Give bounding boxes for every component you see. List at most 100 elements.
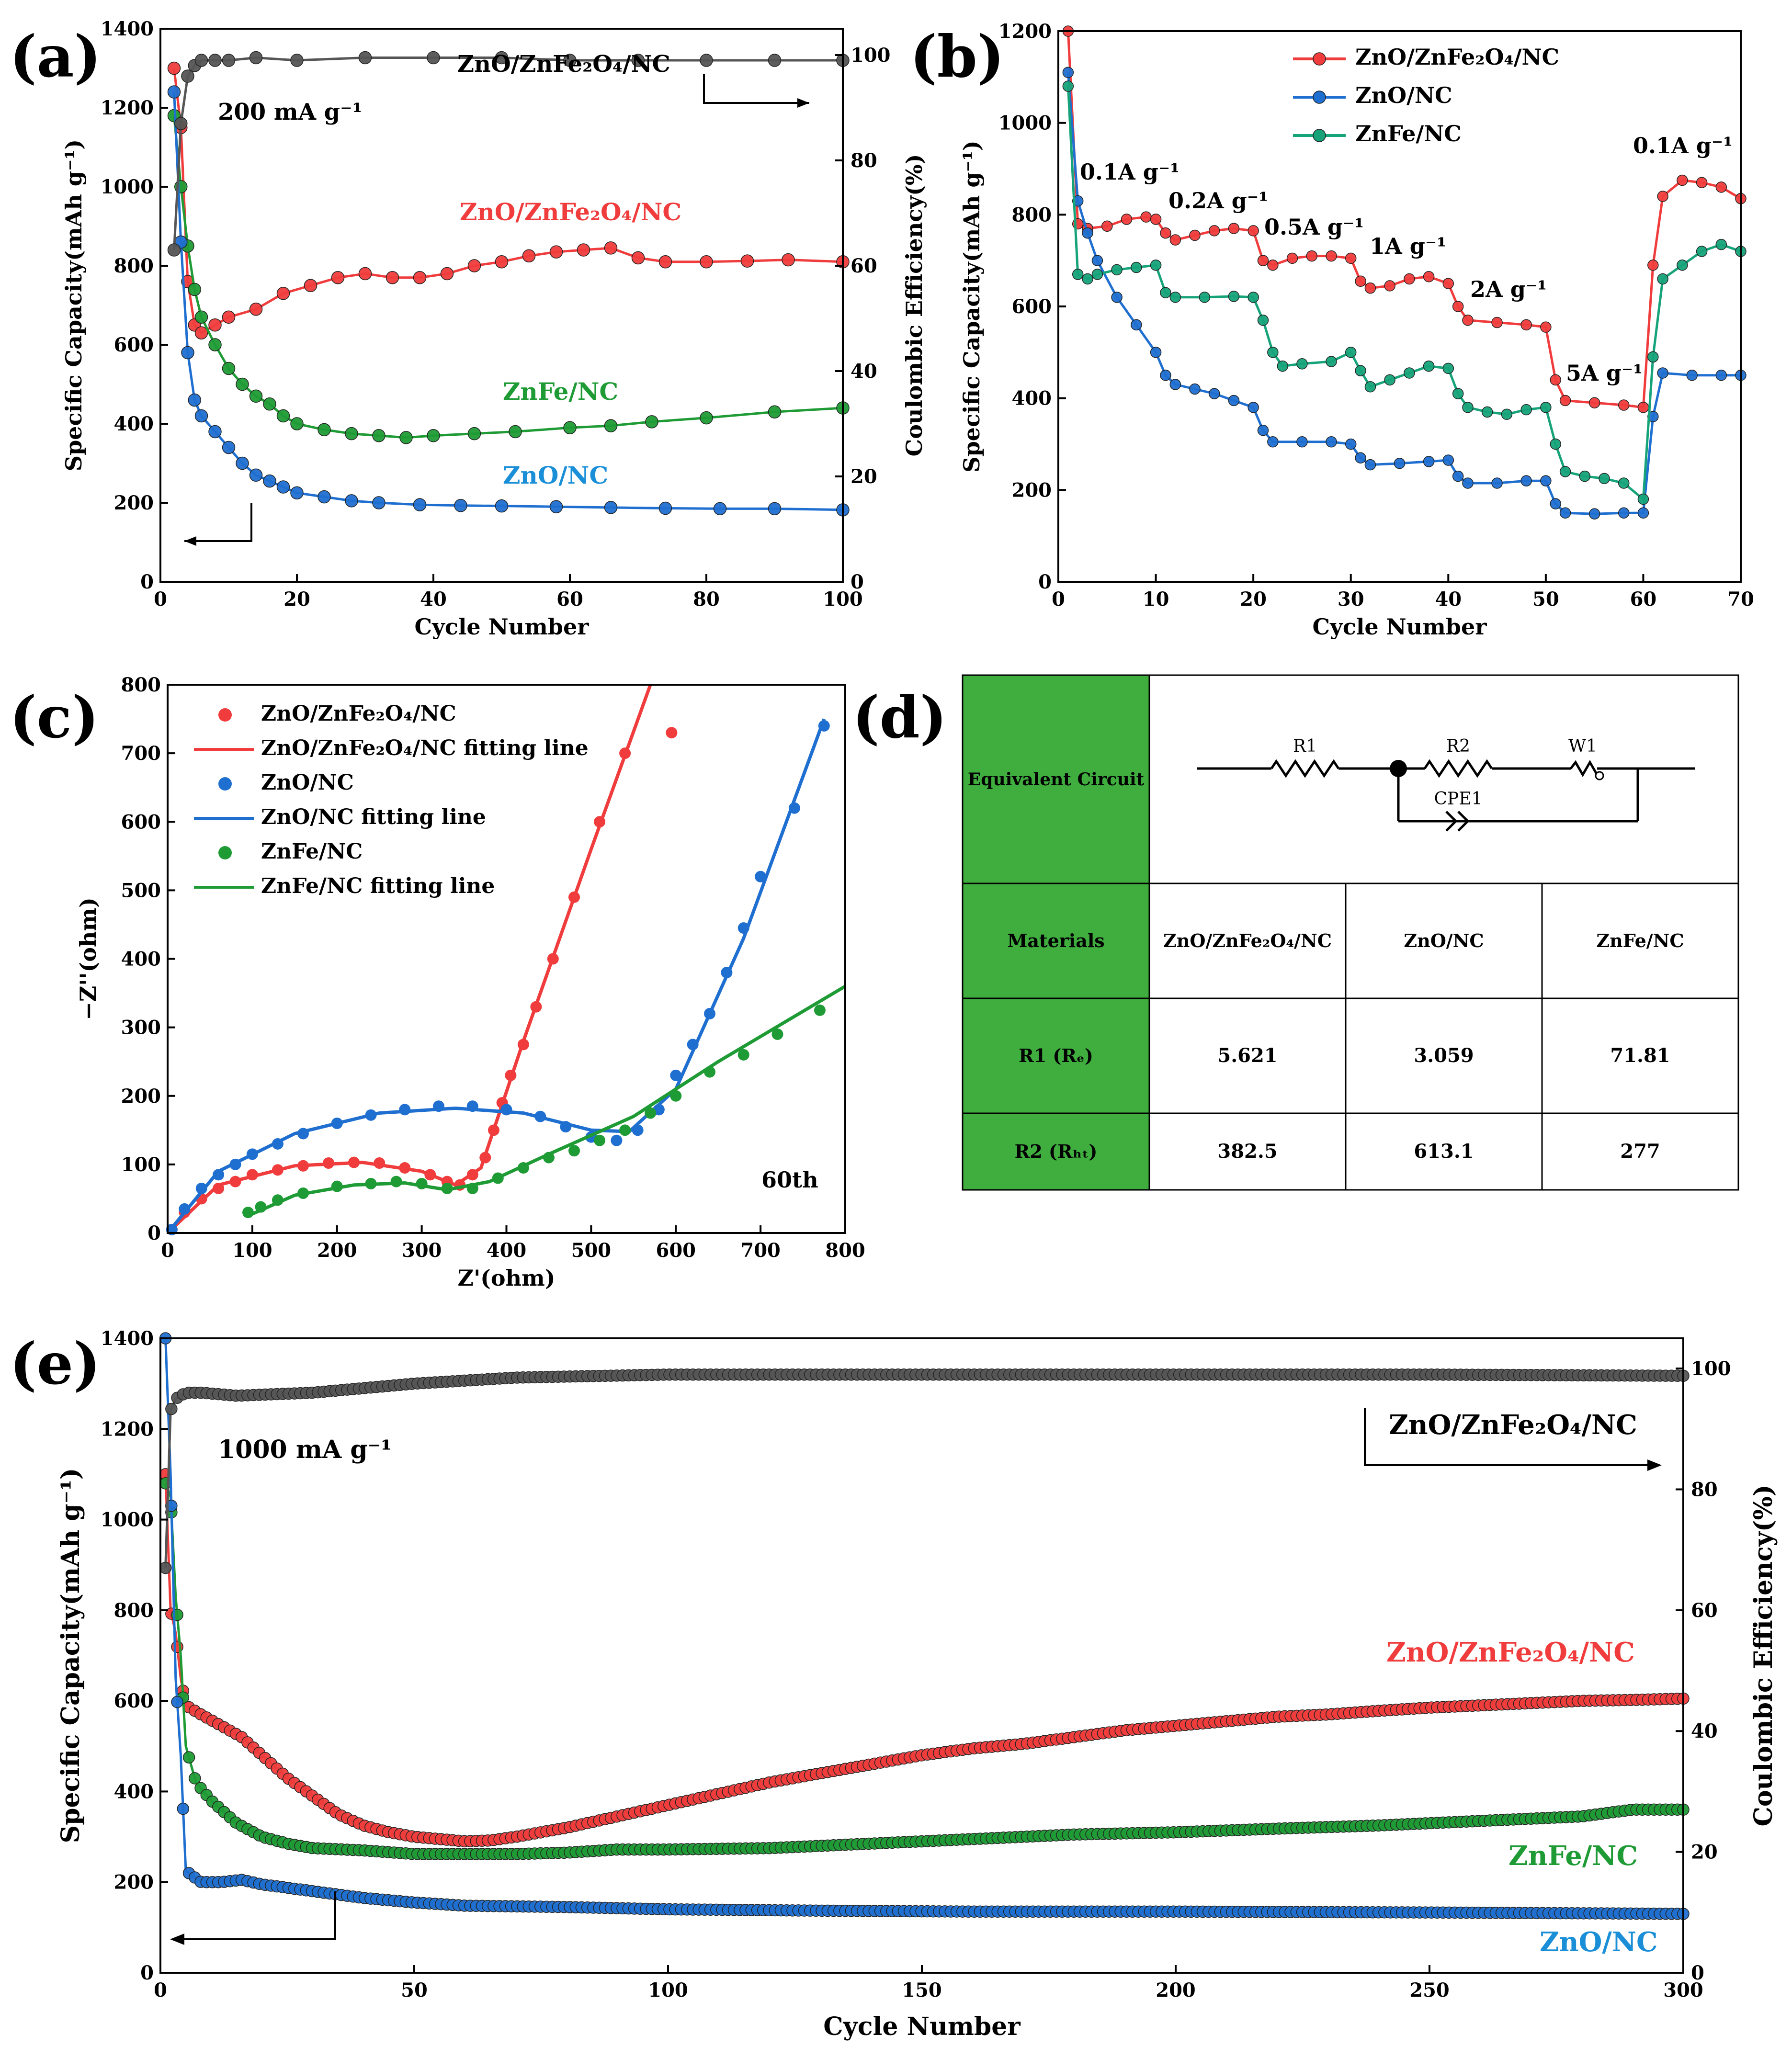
data-point [1160, 227, 1171, 239]
x-tick-label: 500 [571, 1239, 612, 1262]
x-tick-label: 600 [656, 1239, 696, 1262]
data-point [174, 117, 188, 130]
data-point [1394, 458, 1406, 469]
data-point [358, 51, 372, 65]
data-point [208, 338, 222, 351]
table-row-r2-label: R2 (Rₕₜ) [1015, 1141, 1098, 1162]
data-point [1442, 362, 1454, 374]
data-point [1248, 402, 1259, 413]
legend-label: ZnO/NC fitting line [261, 805, 486, 829]
data-point [1326, 436, 1337, 448]
data-point [704, 1008, 715, 1019]
data-point [1072, 269, 1084, 280]
table-header-col3: ZnFe/NC [1596, 930, 1684, 951]
legend-label: ZnO/ZnFe₂O₄/NC [261, 701, 456, 726]
data-point [272, 1194, 284, 1206]
data-point [1101, 220, 1113, 232]
data-point [358, 267, 372, 281]
data-point [1296, 436, 1308, 448]
data-point [1540, 475, 1552, 486]
data-point [1150, 260, 1162, 271]
y-tick-label: 1000 [101, 176, 154, 198]
data-point [721, 967, 733, 979]
y-tick-label: 800 [114, 255, 154, 277]
data-point [1462, 402, 1474, 413]
data-point [782, 253, 795, 267]
x-axis-label: Z'(ohm) [458, 1265, 556, 1291]
data-point [167, 243, 181, 257]
data-point [1228, 395, 1240, 407]
data-point [1618, 477, 1630, 489]
y-tick-label: 300 [121, 1017, 161, 1039]
data-point [670, 1069, 682, 1081]
data-point [1169, 379, 1181, 390]
data-point [466, 1182, 478, 1194]
data-point [1277, 360, 1288, 372]
circuit-label-cpe1: CPE1 [1434, 789, 1483, 809]
table-border [962, 674, 1739, 1191]
data-point [1160, 287, 1171, 298]
data-point [670, 1090, 682, 1102]
data-point [704, 1066, 715, 1078]
data-point [1345, 252, 1357, 264]
data-point [645, 1107, 657, 1119]
data-point [304, 279, 318, 292]
y-tick-label: 0 [140, 1962, 154, 1984]
data-point [272, 1164, 284, 1176]
table-green-column [963, 675, 1149, 1190]
data-point [1696, 246, 1708, 257]
blue-series-label: ZnO/NC [1540, 1926, 1658, 1958]
y-tick-label: 1000 [998, 112, 1052, 135]
x-tick-label: 40 [1435, 588, 1462, 611]
data-point [229, 1158, 241, 1170]
data-point [530, 1001, 542, 1013]
data-point [1082, 227, 1093, 239]
cpe1-symbol [1445, 811, 1458, 832]
data-point [1131, 319, 1142, 331]
data-point [1423, 360, 1435, 372]
data-point [372, 496, 386, 509]
legend-marker [218, 777, 232, 791]
red-series-label: ZnO/ZnFe₂O₄/NC [460, 198, 681, 226]
data-point [1257, 315, 1269, 326]
y-tick-label: 800 [1012, 204, 1052, 226]
x-tick-label: 100 [823, 588, 863, 611]
data-point [182, 1751, 195, 1764]
x-tick-label: 0 [161, 1239, 174, 1262]
data-point [1481, 406, 1493, 418]
data-point [1091, 255, 1103, 266]
x-tick-label: 700 [740, 1239, 781, 1262]
data-point [179, 1203, 191, 1215]
data-point [1559, 507, 1571, 519]
data-point [495, 51, 509, 65]
data-point [1326, 250, 1337, 262]
data-point [177, 1802, 190, 1815]
data-point [242, 1207, 254, 1219]
data-point [568, 1145, 580, 1157]
legend-marker [1313, 52, 1326, 66]
y-tick-label: 400 [121, 948, 161, 971]
series-line-ZnO/NC [173, 91, 843, 511]
data-point [632, 1124, 644, 1136]
data-point [1637, 402, 1649, 413]
y-tick-label: 1200 [998, 20, 1052, 43]
capacity-arrowhead [170, 1933, 184, 1945]
data-point [1599, 473, 1610, 485]
data-point [1228, 291, 1240, 302]
data-point [658, 255, 672, 269]
data-point [568, 891, 580, 903]
y-axis-label: −Z''(ohm) [75, 897, 101, 1020]
x-tick-label: 10 [1143, 588, 1169, 611]
data-point [1306, 250, 1318, 262]
data-point [700, 54, 713, 67]
x-tick-label: 70 [1727, 588, 1754, 611]
y-tick-label: 200 [114, 492, 154, 514]
data-point [495, 255, 509, 269]
data-point [255, 1201, 267, 1213]
rate-label: 0.2A g⁻¹ [1168, 188, 1268, 214]
y2-tick-label: 0 [1691, 1962, 1704, 1984]
legend-label: ZnO/ZnFe₂O₄/NC fitting line [261, 736, 589, 760]
data-point [466, 1169, 478, 1181]
data-point [416, 1177, 428, 1189]
data-point [604, 501, 618, 514]
